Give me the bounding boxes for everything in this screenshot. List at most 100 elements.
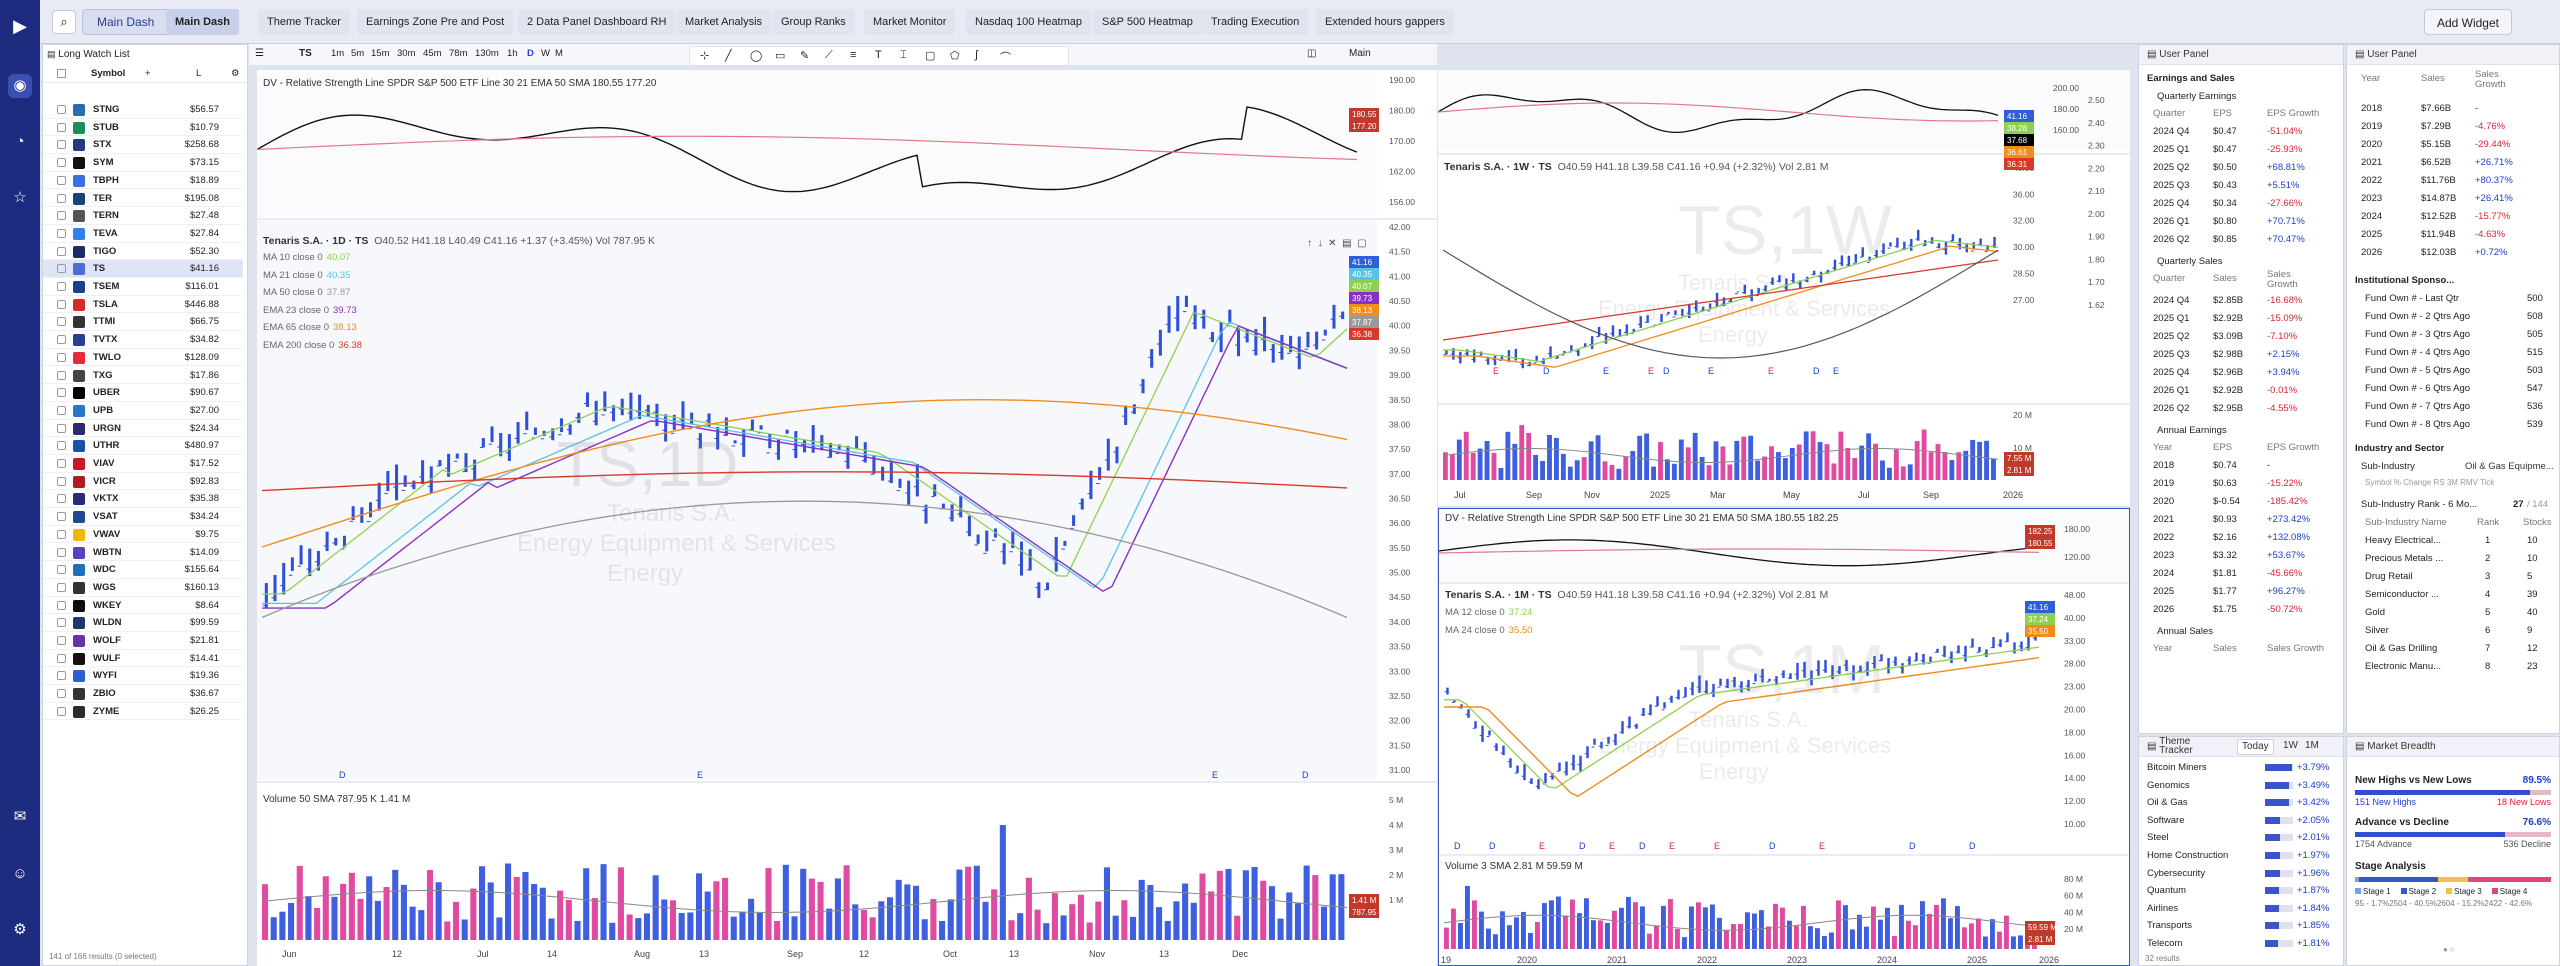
watchlist-row[interactable]: UTHR $480.97 (43, 437, 243, 455)
ma-legend-item[interactable]: MA 24 close 0 35.50 (1445, 625, 1532, 636)
watchlist-row[interactable]: TS $41.16 (43, 260, 243, 278)
close-icon[interactable]: ✕ (1328, 238, 1337, 249)
ma-legend-item[interactable]: EMA 200 close 0 36.38 (263, 340, 362, 351)
watchlist-row[interactable]: WGS $160.13 (43, 579, 243, 597)
tab-2-data-panel-dashboard-rh[interactable]: 2 Data Panel Dashboard RH (518, 9, 676, 35)
interval-D[interactable]: D (527, 48, 534, 59)
watchlist-row[interactable]: VIAV $17.52 (43, 455, 243, 473)
search-icon[interactable]: ⌕ (52, 10, 76, 34)
row-checkbox[interactable] (57, 299, 66, 309)
row-checkbox[interactable] (57, 352, 66, 362)
row-checkbox[interactable] (57, 689, 66, 699)
period-today[interactable]: Today (2237, 739, 2274, 755)
watchlist-row[interactable]: WKEY $8.64 (43, 597, 243, 615)
curve-icon[interactable]: ⌒ (1000, 52, 1011, 64)
row-checkbox[interactable] (57, 335, 66, 345)
row-checkbox[interactable] (57, 512, 66, 522)
period-1w[interactable]: 1W (2283, 740, 2298, 751)
interval-78m[interactable]: 78m (449, 48, 468, 59)
theme-row[interactable]: Cybersecurity +1.96% (2139, 865, 2369, 883)
row-checkbox[interactable] (57, 140, 66, 150)
watchlist-row[interactable]: VKTX $35.38 (43, 490, 243, 509)
watchlist-row[interactable]: TBPH $18.89 (43, 172, 243, 190)
row-checkbox[interactable] (57, 370, 66, 380)
row-checkbox[interactable] (57, 671, 66, 681)
gear-icon[interactable]: ⚙ (231, 68, 240, 79)
pencil-icon[interactable]: ✎ (800, 50, 810, 62)
ma-legend-item[interactable]: MA 21 close 0 40.35 (263, 270, 350, 281)
watchlist-row[interactable]: TSEM $116.01 (43, 278, 243, 296)
row-checkbox[interactable] (57, 618, 66, 628)
row-checkbox[interactable] (57, 405, 66, 415)
theme-row[interactable]: Airlines +1.84% (2139, 900, 2369, 918)
interval-45m[interactable]: 45m (423, 48, 442, 59)
row-checkbox[interactable] (57, 529, 66, 539)
tab-theme-tracker[interactable]: Theme Tracker (258, 9, 350, 35)
layout-icon[interactable]: ◫ (1307, 48, 1317, 59)
tab-main-dash[interactable]: Main Dash (166, 9, 240, 35)
arrow-up-icon[interactable]: ↑ (1307, 238, 1312, 249)
theme-row[interactable]: Telecom +1.81% (2139, 935, 2369, 953)
add-widget-button[interactable]: Add Widget (2423, 9, 2512, 35)
row-checkbox[interactable] (57, 175, 66, 185)
ma-legend-item[interactable]: MA 50 close 0 37.87 (263, 287, 350, 298)
row-checkbox[interactable] (57, 565, 66, 575)
ma-legend-item[interactable]: EMA 23 close 0 39.73 (263, 305, 357, 316)
watchlist-row[interactable]: WLDN $99.59 (43, 614, 243, 632)
watchlist-row[interactable]: STX $258.68 (43, 136, 243, 155)
shape-icon[interactable]: ⬠ (950, 50, 960, 62)
select-all-checkbox[interactable] (57, 69, 66, 78)
comment-icon[interactable]: ▭ (775, 50, 786, 62)
fib-icon[interactable]: ≡ (850, 49, 857, 61)
theme-row[interactable]: Steel +2.01% (2139, 829, 2369, 847)
row-checkbox[interactable] (57, 246, 66, 256)
daily-chart[interactable]: 190.00 180.00 170.00 162.00 156.00 180.55 177.… (257, 70, 1437, 966)
watchlist-row[interactable]: TERN $27.48 (43, 207, 243, 225)
interval-1h[interactable]: 1h (507, 48, 518, 59)
chart-symbol[interactable]: TS (299, 48, 312, 59)
maximize-icon[interactable]: ▢ (1357, 238, 1367, 249)
watchlist-row[interactable]: STUB $10.79 (43, 119, 243, 137)
user-icon[interactable]: ☺ (12, 865, 28, 882)
pager-dots[interactable]: ● ○ (2443, 945, 2455, 954)
circle-icon[interactable]: ◯ (750, 50, 763, 62)
watchlist-row[interactable]: WBTN $14.09 (43, 544, 243, 562)
watchlist-row[interactable]: TIGO $52.30 (43, 243, 243, 261)
tab-market-monitor[interactable]: Market Monitor (864, 9, 956, 35)
ma-legend-item[interactable]: MA 12 close 0 37.24 (1445, 607, 1532, 618)
dashboard-icon[interactable]: ◉ (8, 74, 32, 98)
row-checkbox[interactable] (57, 459, 66, 468)
theme-row[interactable]: Home Construction +1.97% (2139, 847, 2369, 865)
row-checkbox[interactable] (57, 636, 66, 645)
watchlist-row[interactable]: ZYME $26.25 (43, 703, 243, 721)
row-checkbox[interactable] (57, 441, 66, 451)
interval-15m[interactable]: 15m (371, 48, 390, 59)
interval-W[interactable]: W (541, 48, 550, 59)
watchlist-row[interactable]: WYFI $19.36 (43, 667, 243, 686)
col-l[interactable]: L (196, 68, 202, 79)
monthly-chart[interactable]: 180.00 120.00 182.25 180.55 48.00 40.00 33.00 2… (1438, 508, 2130, 966)
theme-row[interactable]: Oil & Gas +3.42% (2139, 794, 2369, 812)
theme-row[interactable]: Genomics +3.49% (2139, 777, 2369, 795)
row-checkbox[interactable] (57, 158, 66, 168)
row-checkbox[interactable] (57, 264, 66, 274)
watchlist-row[interactable]: TSLA $446.88 (43, 296, 243, 314)
row-checkbox[interactable] (57, 476, 66, 486)
row-checkbox[interactable] (57, 494, 66, 504)
watchlist-row[interactable]: WOLF $21.81 (43, 632, 243, 650)
watchlist-row[interactable]: VWAV $9.75 (43, 526, 243, 544)
watchlist-row[interactable]: VSAT $34.24 (43, 508, 243, 526)
row-checkbox[interactable] (57, 122, 66, 132)
activity-icon[interactable]: ◔ (15, 133, 25, 150)
tab-s-p-500-heatmap[interactable]: S&P 500 Heatmap (1093, 9, 1202, 35)
tab-trading-execution[interactable]: Trading Execution (1202, 9, 1309, 35)
row-checkbox[interactable] (57, 423, 66, 433)
interval-M[interactable]: M (555, 48, 563, 59)
trash-icon[interactable]: ▤ (1342, 238, 1352, 249)
rectangle-icon[interactable]: ▢ (925, 50, 936, 62)
row-checkbox[interactable] (57, 105, 66, 114)
watchlist-row[interactable]: UPB $27.00 (43, 402, 243, 420)
chart-menu-icon[interactable]: ☰ (255, 48, 264, 59)
watchlist-row[interactable]: STNG $56.57 (43, 101, 243, 119)
layout-name[interactable]: Main (1349, 48, 1371, 59)
